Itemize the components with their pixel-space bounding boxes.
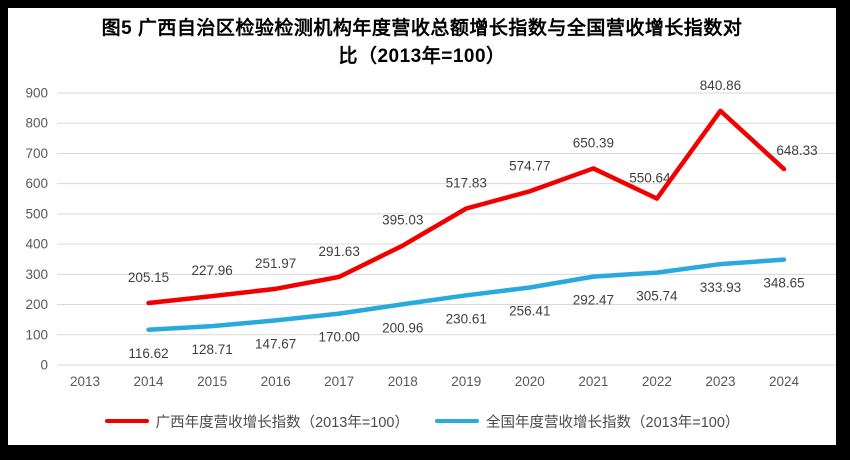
y-axis-tick-label: 700 [25, 146, 48, 161]
y-axis-tick-label: 0 [40, 358, 48, 373]
line-chart-plot-area: 0 100 200 300 400 500 600 700 800 900 2013 2014 2015… [25, 78, 836, 389]
legend-item-guangxi: 广西年度营收增长指数（2013年=100） [104, 411, 409, 432]
data-label: 574.77 [509, 158, 550, 173]
y-axis-tick-label: 100 [25, 327, 48, 342]
legend-swatch-blue-line-icon [435, 418, 479, 424]
x-axis-tick-label: 2020 [515, 374, 545, 389]
x-axis-tick-label: 2023 [705, 374, 735, 389]
data-label: 170.00 [319, 330, 360, 345]
chart-title-line1: 图5 广西自治区检验检测机构年度营收总额增长指数与全国营收增长指数对 [101, 18, 743, 39]
series-line [146, 108, 787, 306]
data-label: 517.83 [446, 176, 487, 191]
data-label: 256.41 [509, 304, 550, 319]
data-label: 227.96 [191, 263, 232, 278]
data-label: 333.93 [700, 280, 741, 295]
data-label: 116.62 [128, 346, 168, 361]
x-axis-tick-label: 2018 [388, 374, 418, 389]
data-label: 205.15 [128, 270, 169, 285]
chart-legend: 广西年度营收增长指数（2013年=100） 全国年度营收增长指数（2013年=1… [8, 409, 836, 433]
data-label: 147.67 [255, 336, 296, 351]
data-label: 291.63 [319, 244, 360, 259]
data-label: 348.65 [763, 276, 804, 291]
x-axis-tick-label: 2021 [578, 374, 608, 389]
x-axis-tick-label: 2014 [134, 374, 165, 389]
data-label: 650.39 [573, 135, 614, 150]
x-axis-tick-label: 2016 [261, 374, 291, 389]
legend-item-national: 全国年度营收增长指数（2013年=100） [435, 411, 739, 432]
x-axis-tick-label: 2013 [70, 374, 100, 389]
y-axis-tick-label: 400 [25, 237, 48, 252]
y-axis-tick-label: 600 [25, 176, 48, 191]
data-label: 550.64 [629, 171, 671, 186]
x-axis-tick-label: 2024 [769, 374, 800, 389]
chart-title-line2: 比（2013年=100） [338, 46, 506, 67]
data-label: 292.47 [573, 293, 614, 308]
x-axis-tick-label: 2019 [451, 374, 481, 389]
y-axis-tick-label: 200 [25, 297, 48, 312]
legend-swatch-red-line-icon [104, 418, 149, 424]
y-axis-tick-label: 800 [25, 116, 48, 131]
x-axis-tick-label: 2015 [197, 374, 227, 389]
data-label: 230.61 [446, 311, 487, 326]
data-label: 128.71 [191, 342, 232, 357]
y-axis-tick-label: 900 [25, 86, 48, 101]
data-label: 305.74 [636, 289, 678, 304]
x-axis-tick-label: 2017 [324, 374, 354, 389]
legend-label-national: 全国年度营收增长指数（2013年=100） [486, 414, 740, 431]
x-axis-tick-label: 2022 [642, 374, 672, 389]
data-label: 200.96 [382, 320, 423, 335]
data-label: 251.97 [255, 256, 296, 271]
data-label: 840.86 [700, 78, 741, 93]
data-label: 648.33 [776, 143, 817, 158]
legend-label-guangxi: 广西年度营收增长指数（2013年=100） [155, 414, 409, 431]
chart-title: 图5 广西自治区检验检测机构年度营收总额增长指数与全国营收增长指数对 比（201… [8, 15, 836, 71]
y-axis-tick-label: 300 [25, 267, 48, 282]
data-label: 395.03 [382, 213, 423, 228]
y-axis-tick-label: 500 [25, 206, 48, 221]
series-line [146, 257, 787, 333]
chart-frame: 图5 广西自治区检验检测机构年度营收总额增长指数与全国营收增长指数对 比（201… [8, 8, 836, 445]
